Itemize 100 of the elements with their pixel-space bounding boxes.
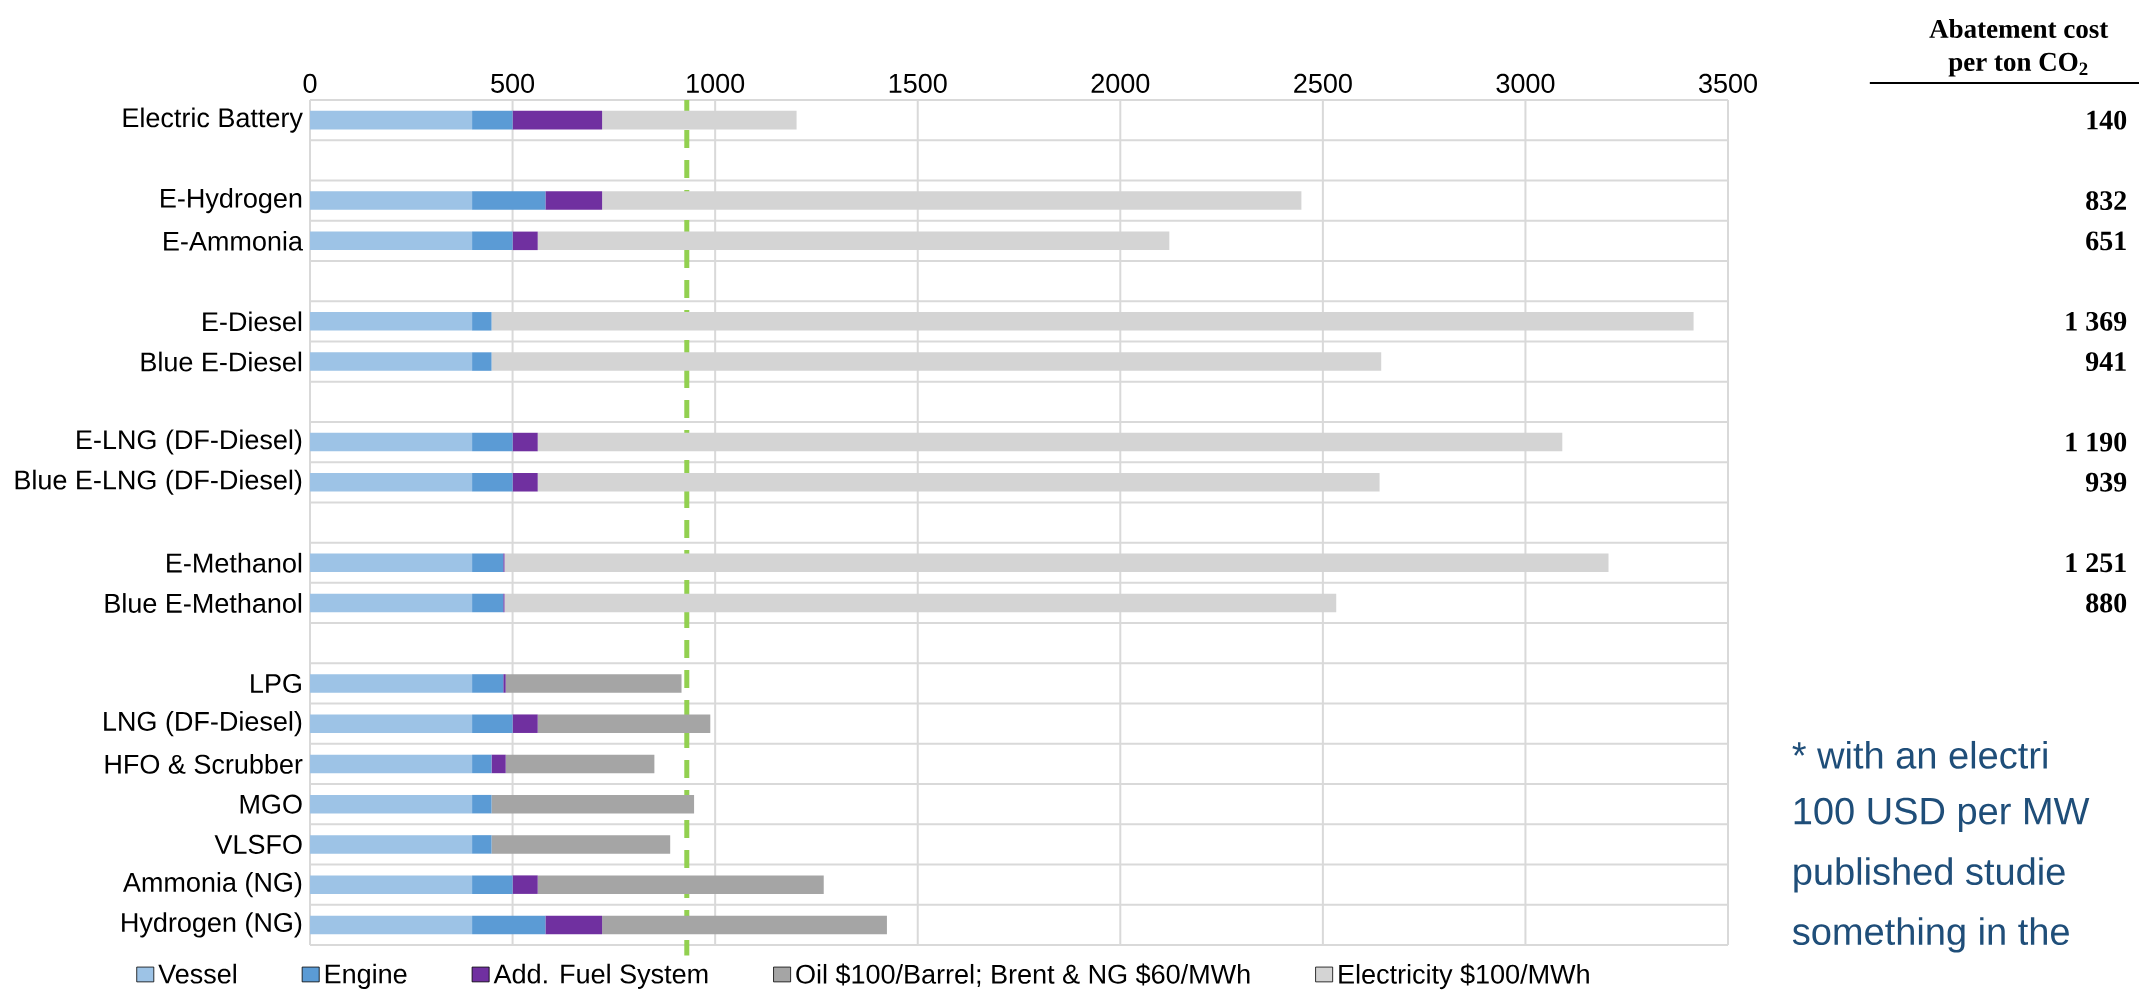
text: 140 [2087,110,2127,130]
text: 1 190 [2066,432,2127,452]
bar [491,352,1382,371]
bar [537,875,824,894]
y-tick-label: LPG [251,673,301,694]
bar [602,191,1302,210]
bar [310,191,473,210]
bar [505,754,655,774]
text: 100 USD per MW [1794,797,2090,833]
bar [504,593,1337,613]
bar [310,835,473,854]
bar [472,352,492,371]
x-tick-label: 1500 [889,73,947,93]
bar [491,835,671,854]
bar [310,875,473,894]
bar [505,674,682,693]
bar [537,714,711,733]
bar [310,553,473,572]
bar [310,473,473,492]
y-tick-label: E-LNG (DF-Diesel) [77,429,302,455]
bar [491,754,506,774]
text: 1 369 [2066,311,2127,331]
bar [602,110,797,130]
bar [472,714,513,733]
bar [310,352,473,371]
bar [310,754,473,774]
text: Abatement cost per ton CO$_{2}$ [1929,19,2109,77]
y-tick-label: Blue E-LNG (DF-Diesel) [15,469,302,495]
bar [512,110,603,130]
bar [512,714,538,733]
x-tick-label: 0 [303,73,317,93]
bar [491,312,1694,331]
text: something in the [1792,917,2069,953]
bar [310,432,473,452]
y-tick-label: Electric Battery [123,107,303,133]
bar [537,231,1170,251]
bar [310,593,473,613]
x-tick-label: 1000 [687,73,745,93]
bar [504,553,1609,572]
bar [503,674,506,693]
text: 651 [2086,231,2126,251]
bar [472,835,492,854]
text: 941 [2085,352,2126,371]
x-tick-label: 2500 [1294,73,1352,93]
bar [310,110,473,130]
bar [472,110,513,130]
bar [472,312,492,331]
text: 832 [2086,191,2126,211]
legend-label: Electricity $100/MWh [1339,963,1589,990]
bar [545,191,603,210]
bar [472,875,513,894]
x-tick-label: 3000 [1496,73,1555,93]
y-tick-label: MGO [240,794,302,814]
bar [472,191,546,210]
legend-label: Oil $100/Barrel; Brent & NG $60/MWh [796,963,1250,987]
text: 939 [2085,472,2127,492]
y-tick-label: E-Hydrogen [161,188,302,214]
bar [310,231,473,251]
y-tick-label: Blue E-Diesel [141,351,302,372]
text: 880 [2086,593,2127,613]
y-tick-label: HFO & Scrubber [105,754,303,774]
y-tick-label: E-Methanol [167,552,302,573]
bar [472,432,513,452]
legend-label: Engine [325,963,407,989]
bar [491,794,695,814]
bar [512,432,538,452]
bar [472,674,504,693]
legend-label: Vessel [158,963,236,984]
bar [310,915,473,935]
bar [472,553,504,572]
bar [472,915,546,935]
text: 1 251 [2066,553,2126,573]
bar [310,312,473,331]
y-tick-label: Blue E-Methanol [105,593,302,613]
bar [310,674,473,693]
text: * with an electri [1792,740,2047,769]
y-tick-label: Ammonia (NG) [122,872,302,898]
y-tick-label: Hydrogen (NG) [122,912,302,938]
bar [472,231,513,251]
bar [472,794,492,814]
y-tick-label: E-Diesel [203,311,302,332]
bar [472,473,513,492]
bar [537,473,1380,492]
bar [512,231,538,251]
bar [512,875,538,894]
bar [545,915,603,935]
bar [602,915,887,935]
bar [472,593,504,613]
text: published studie [1794,857,2065,893]
bar [537,432,1563,452]
x-tick-label: 2000 [1091,73,1150,93]
bar [472,754,492,774]
bar [310,794,473,814]
x-tick-label: 3500 [1699,73,1757,93]
bar [310,714,473,733]
x-tick-label: 500 [491,73,535,93]
y-tick-label: VLSFO [214,834,302,854]
y-tick-label: E-Ammonia [164,230,303,251]
y-tick-label: LNG (DF-Diesel) [104,711,302,737]
bar [512,473,538,492]
